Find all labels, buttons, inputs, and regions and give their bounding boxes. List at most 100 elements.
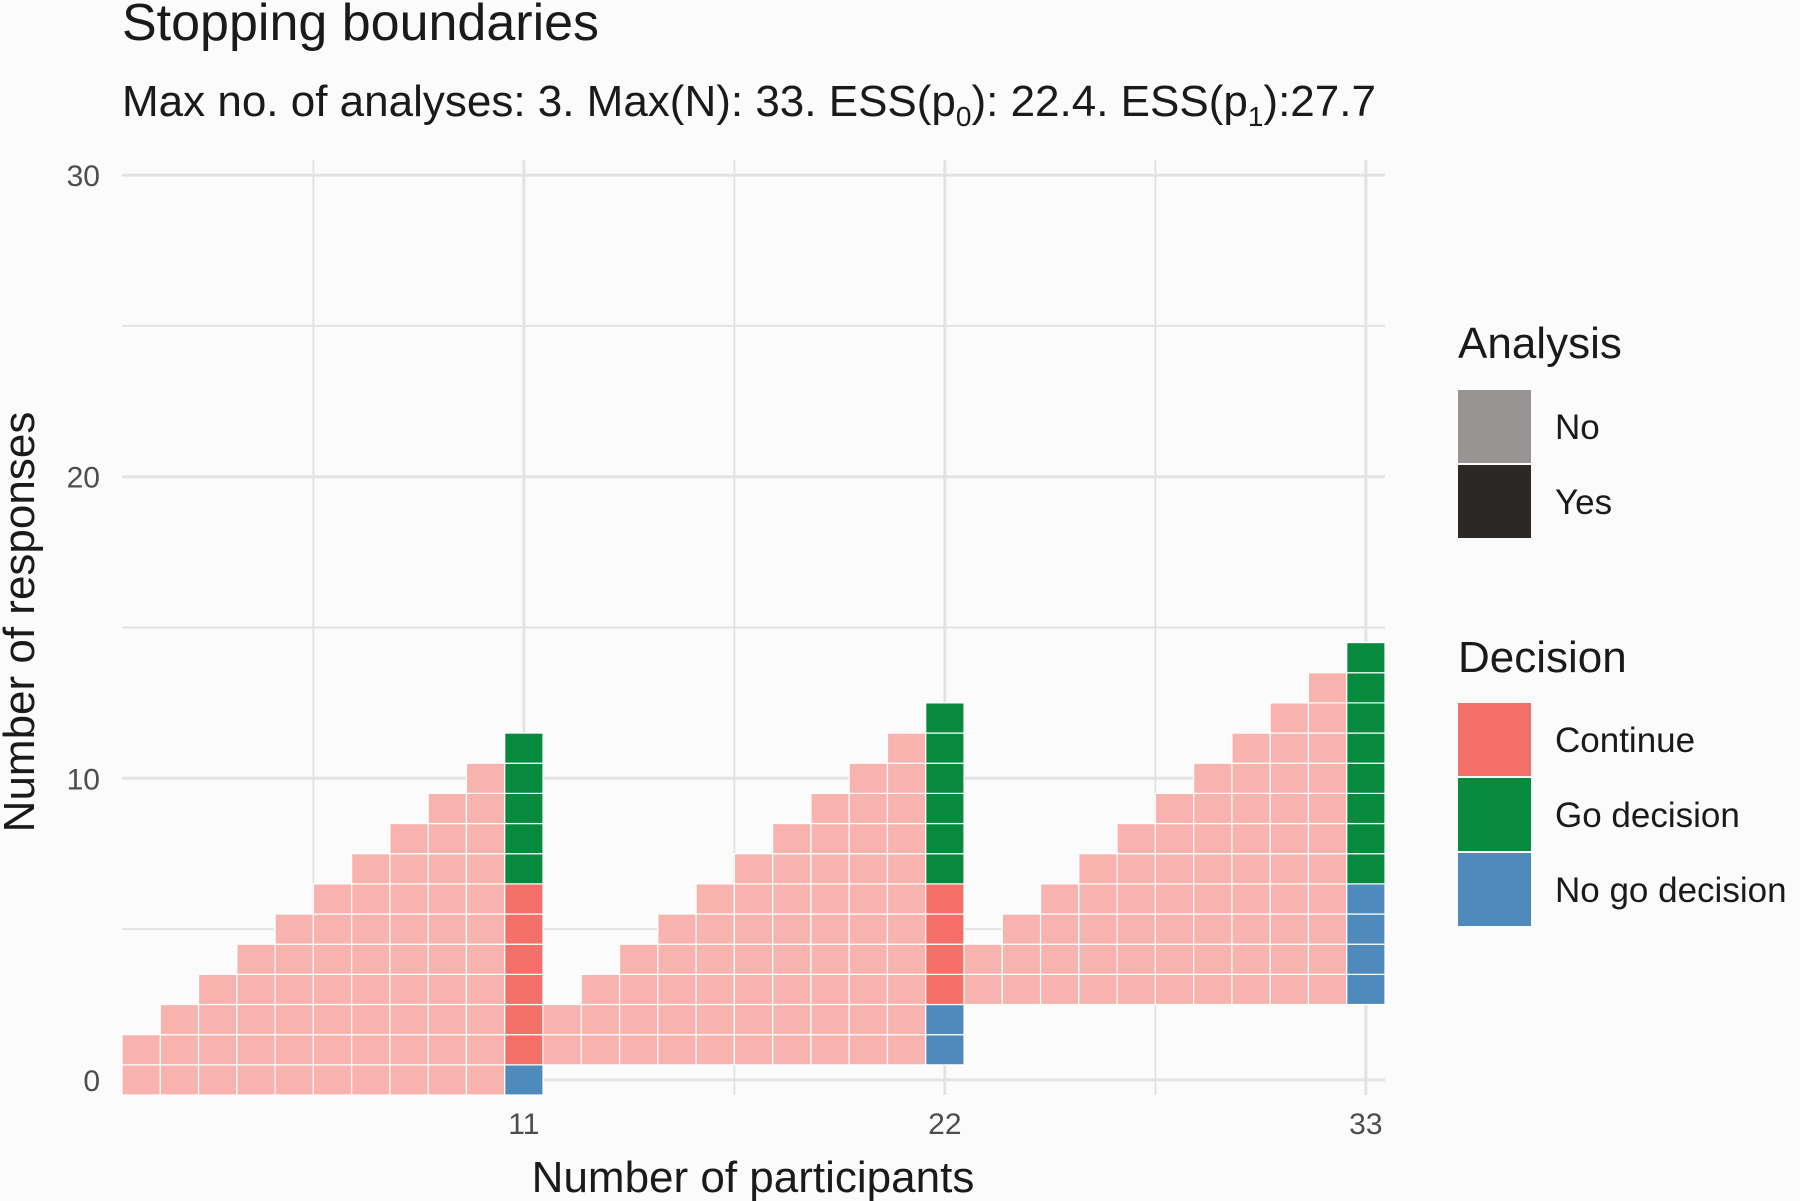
- tile-continue: [427, 1034, 468, 1066]
- tile-continue: [1269, 822, 1310, 855]
- tile-continue: [772, 822, 812, 855]
- tile-continue: [810, 943, 850, 975]
- tile-continue: [427, 943, 468, 975]
- y-tick-label: 30: [67, 160, 100, 193]
- x-tick-label: 22: [928, 1108, 961, 1141]
- tile-continue: [1116, 913, 1156, 945]
- tile-no-go: [925, 1003, 965, 1036]
- legend-key: [1458, 778, 1531, 851]
- tile-continue: [1269, 853, 1310, 885]
- tile-continue: [772, 883, 812, 915]
- x-tick-label: 33: [1349, 1108, 1382, 1141]
- tile-continue: [1001, 913, 1042, 945]
- tile-continue: [733, 943, 774, 975]
- tile-continue: [465, 913, 506, 945]
- tile-go: [1346, 762, 1386, 794]
- tile-continue: [772, 853, 812, 885]
- tile-continue: [1307, 883, 1348, 915]
- tile-continue: [695, 913, 735, 945]
- tile-continue: [1039, 973, 1080, 1006]
- tile-go: [1346, 822, 1386, 855]
- tile-continue: [159, 1064, 200, 1096]
- legend-title: Analysis: [1458, 319, 1622, 368]
- legend-label: Go decision: [1555, 796, 1740, 835]
- tile-continue: [810, 792, 850, 825]
- tile-continue: [618, 973, 659, 1006]
- tile-continue: [1269, 732, 1310, 764]
- tile-continue: [1078, 943, 1118, 975]
- tile-continue: [886, 883, 927, 915]
- tile-go: [925, 702, 965, 734]
- tile-continue: [772, 1003, 812, 1036]
- tile-continue: [312, 913, 353, 945]
- tile-continue: [121, 1034, 161, 1066]
- tile-continue: [389, 973, 429, 1006]
- legend-label: Continue: [1555, 721, 1695, 760]
- tile-continue: [848, 883, 889, 915]
- tile-continue: [197, 1064, 238, 1096]
- tile-continue: [1154, 822, 1195, 855]
- tile-continue: [465, 1003, 506, 1036]
- tile-continue: [312, 973, 353, 1006]
- tile-continue: [1193, 883, 1233, 915]
- tile-go: [925, 853, 965, 885]
- tile-no-go: [1346, 883, 1386, 915]
- x-tick-label: 11: [508, 1108, 539, 1141]
- x-axis-ticks: 11 22 33: [508, 1108, 1382, 1141]
- tile-continue: [1193, 943, 1233, 975]
- tile-continue: [886, 1034, 927, 1066]
- subtitle-part-3: 1: [1248, 101, 1264, 132]
- tile-continue: [657, 973, 697, 1006]
- tile-continue: [1154, 943, 1195, 975]
- tile-continue: [389, 943, 429, 975]
- tile-continue: [695, 883, 735, 915]
- tile-continue: [312, 1003, 353, 1036]
- tile-continue: [427, 1003, 468, 1036]
- legend-title: Decision: [1458, 633, 1627, 682]
- tile-continue: [886, 732, 927, 764]
- tile-continue: [312, 943, 353, 975]
- tile-continue: [274, 1003, 314, 1036]
- tile-continue: [465, 973, 506, 1006]
- tile-continue: [733, 1034, 774, 1066]
- legend-label: No: [1555, 408, 1600, 447]
- chart-title: Stopping boundaries: [122, 0, 599, 52]
- legend-area: Analysis No Yes Decision Continue Go decision…: [1458, 319, 1787, 926]
- tile-continue: [1231, 792, 1271, 825]
- tile-continue: [886, 973, 927, 1006]
- tile-continue: [886, 792, 927, 825]
- tile-continue: [1078, 883, 1118, 915]
- tile-continue: [1154, 883, 1195, 915]
- tile-continue: [657, 1003, 697, 1036]
- tile-continue: [1269, 943, 1310, 975]
- tile-continue: [1269, 702, 1310, 734]
- tile-continue: [389, 913, 429, 945]
- tile-continue: [1307, 913, 1348, 945]
- tile-continue: [1116, 973, 1156, 1006]
- tile-continue: [465, 762, 506, 794]
- tile-continue: [695, 1003, 735, 1036]
- tile-continue-analysis: [925, 973, 965, 1006]
- tile-no-go: [1346, 973, 1386, 1006]
- tile-continue: [618, 1034, 659, 1066]
- tile-continue: [810, 1003, 850, 1036]
- tile-continue: [1116, 853, 1156, 885]
- tile-go: [504, 732, 544, 764]
- tile-continue: [427, 973, 468, 1006]
- y-tick-label: 20: [67, 462, 100, 495]
- tile-continue: [427, 913, 468, 945]
- tile-continue: [465, 1034, 506, 1066]
- tile-continue: [810, 973, 850, 1006]
- tile-continue-analysis: [925, 943, 965, 975]
- tile-continue: [542, 1003, 582, 1036]
- tile-continue: [886, 1003, 927, 1036]
- tile-continue: [1039, 913, 1080, 945]
- tile-continue: [159, 1034, 200, 1066]
- tile-continue: [848, 913, 889, 945]
- tile-continue: [657, 943, 697, 975]
- tile-continue: [1307, 822, 1348, 855]
- tile-continue: [733, 853, 774, 885]
- tile-continue: [1269, 883, 1310, 915]
- tile-go: [1346, 641, 1386, 674]
- legend-key: [1458, 465, 1531, 538]
